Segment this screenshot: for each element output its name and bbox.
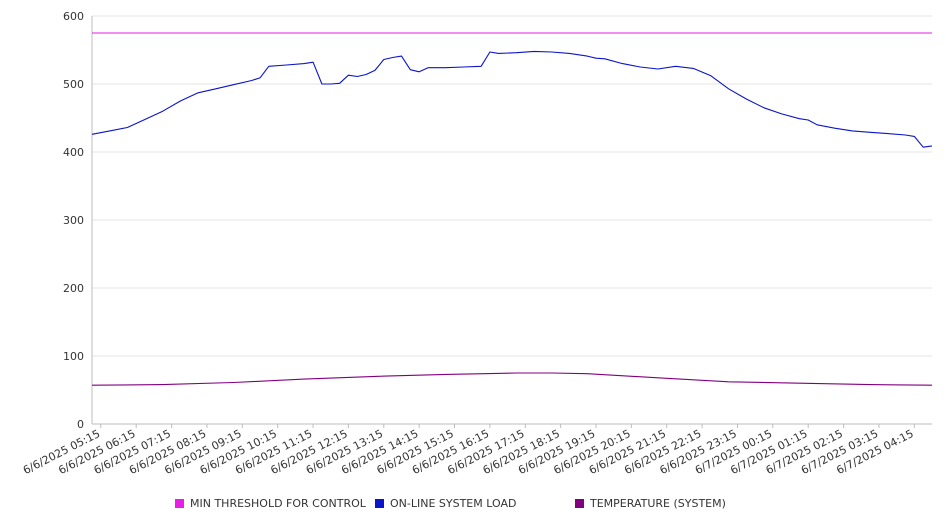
legend-swatch-min-threshold <box>175 499 184 508</box>
y-tick-label: 200 <box>63 282 84 295</box>
x-tick-labels: 6/6/2025 05:156/6/2025 06:156/6/2025 07:… <box>21 427 916 477</box>
chart-legend: MIN THRESHOLD FOR CONTROL ON-LINE SYSTEM… <box>0 497 946 515</box>
legend-swatch-temperature <box>575 499 584 508</box>
y-tick-label: 100 <box>63 350 84 363</box>
legend-item-temperature[interactable]: TEMPERATURE (SYSTEM) <box>575 497 726 510</box>
legend-item-system-load[interactable]: ON-LINE SYSTEM LOAD <box>375 497 516 510</box>
y-tick-label: 500 <box>63 78 84 91</box>
legend-label-temperature: TEMPERATURE (SYSTEM) <box>590 497 726 510</box>
legend-swatch-system-load <box>375 499 384 508</box>
series-line-temperature <box>91 372 933 386</box>
y-tick-label: 300 <box>63 214 84 227</box>
y-tick-label: 400 <box>63 146 84 159</box>
y-tick-label: 0 <box>77 418 84 431</box>
y-tick-label: 600 <box>63 10 84 23</box>
series-lines <box>91 32 933 386</box>
series-line-system-load <box>91 50 933 148</box>
legend-item-min-threshold[interactable]: MIN THRESHOLD FOR CONTROL <box>175 497 366 510</box>
axes <box>91 16 932 428</box>
legend-label-min-threshold: MIN THRESHOLD FOR CONTROL <box>190 497 366 510</box>
y-tick-labels: 0 100 200 300 400 500 600 <box>63 10 84 431</box>
legend-label-system-load: ON-LINE SYSTEM LOAD <box>390 497 517 510</box>
gridlines <box>92 15 932 357</box>
